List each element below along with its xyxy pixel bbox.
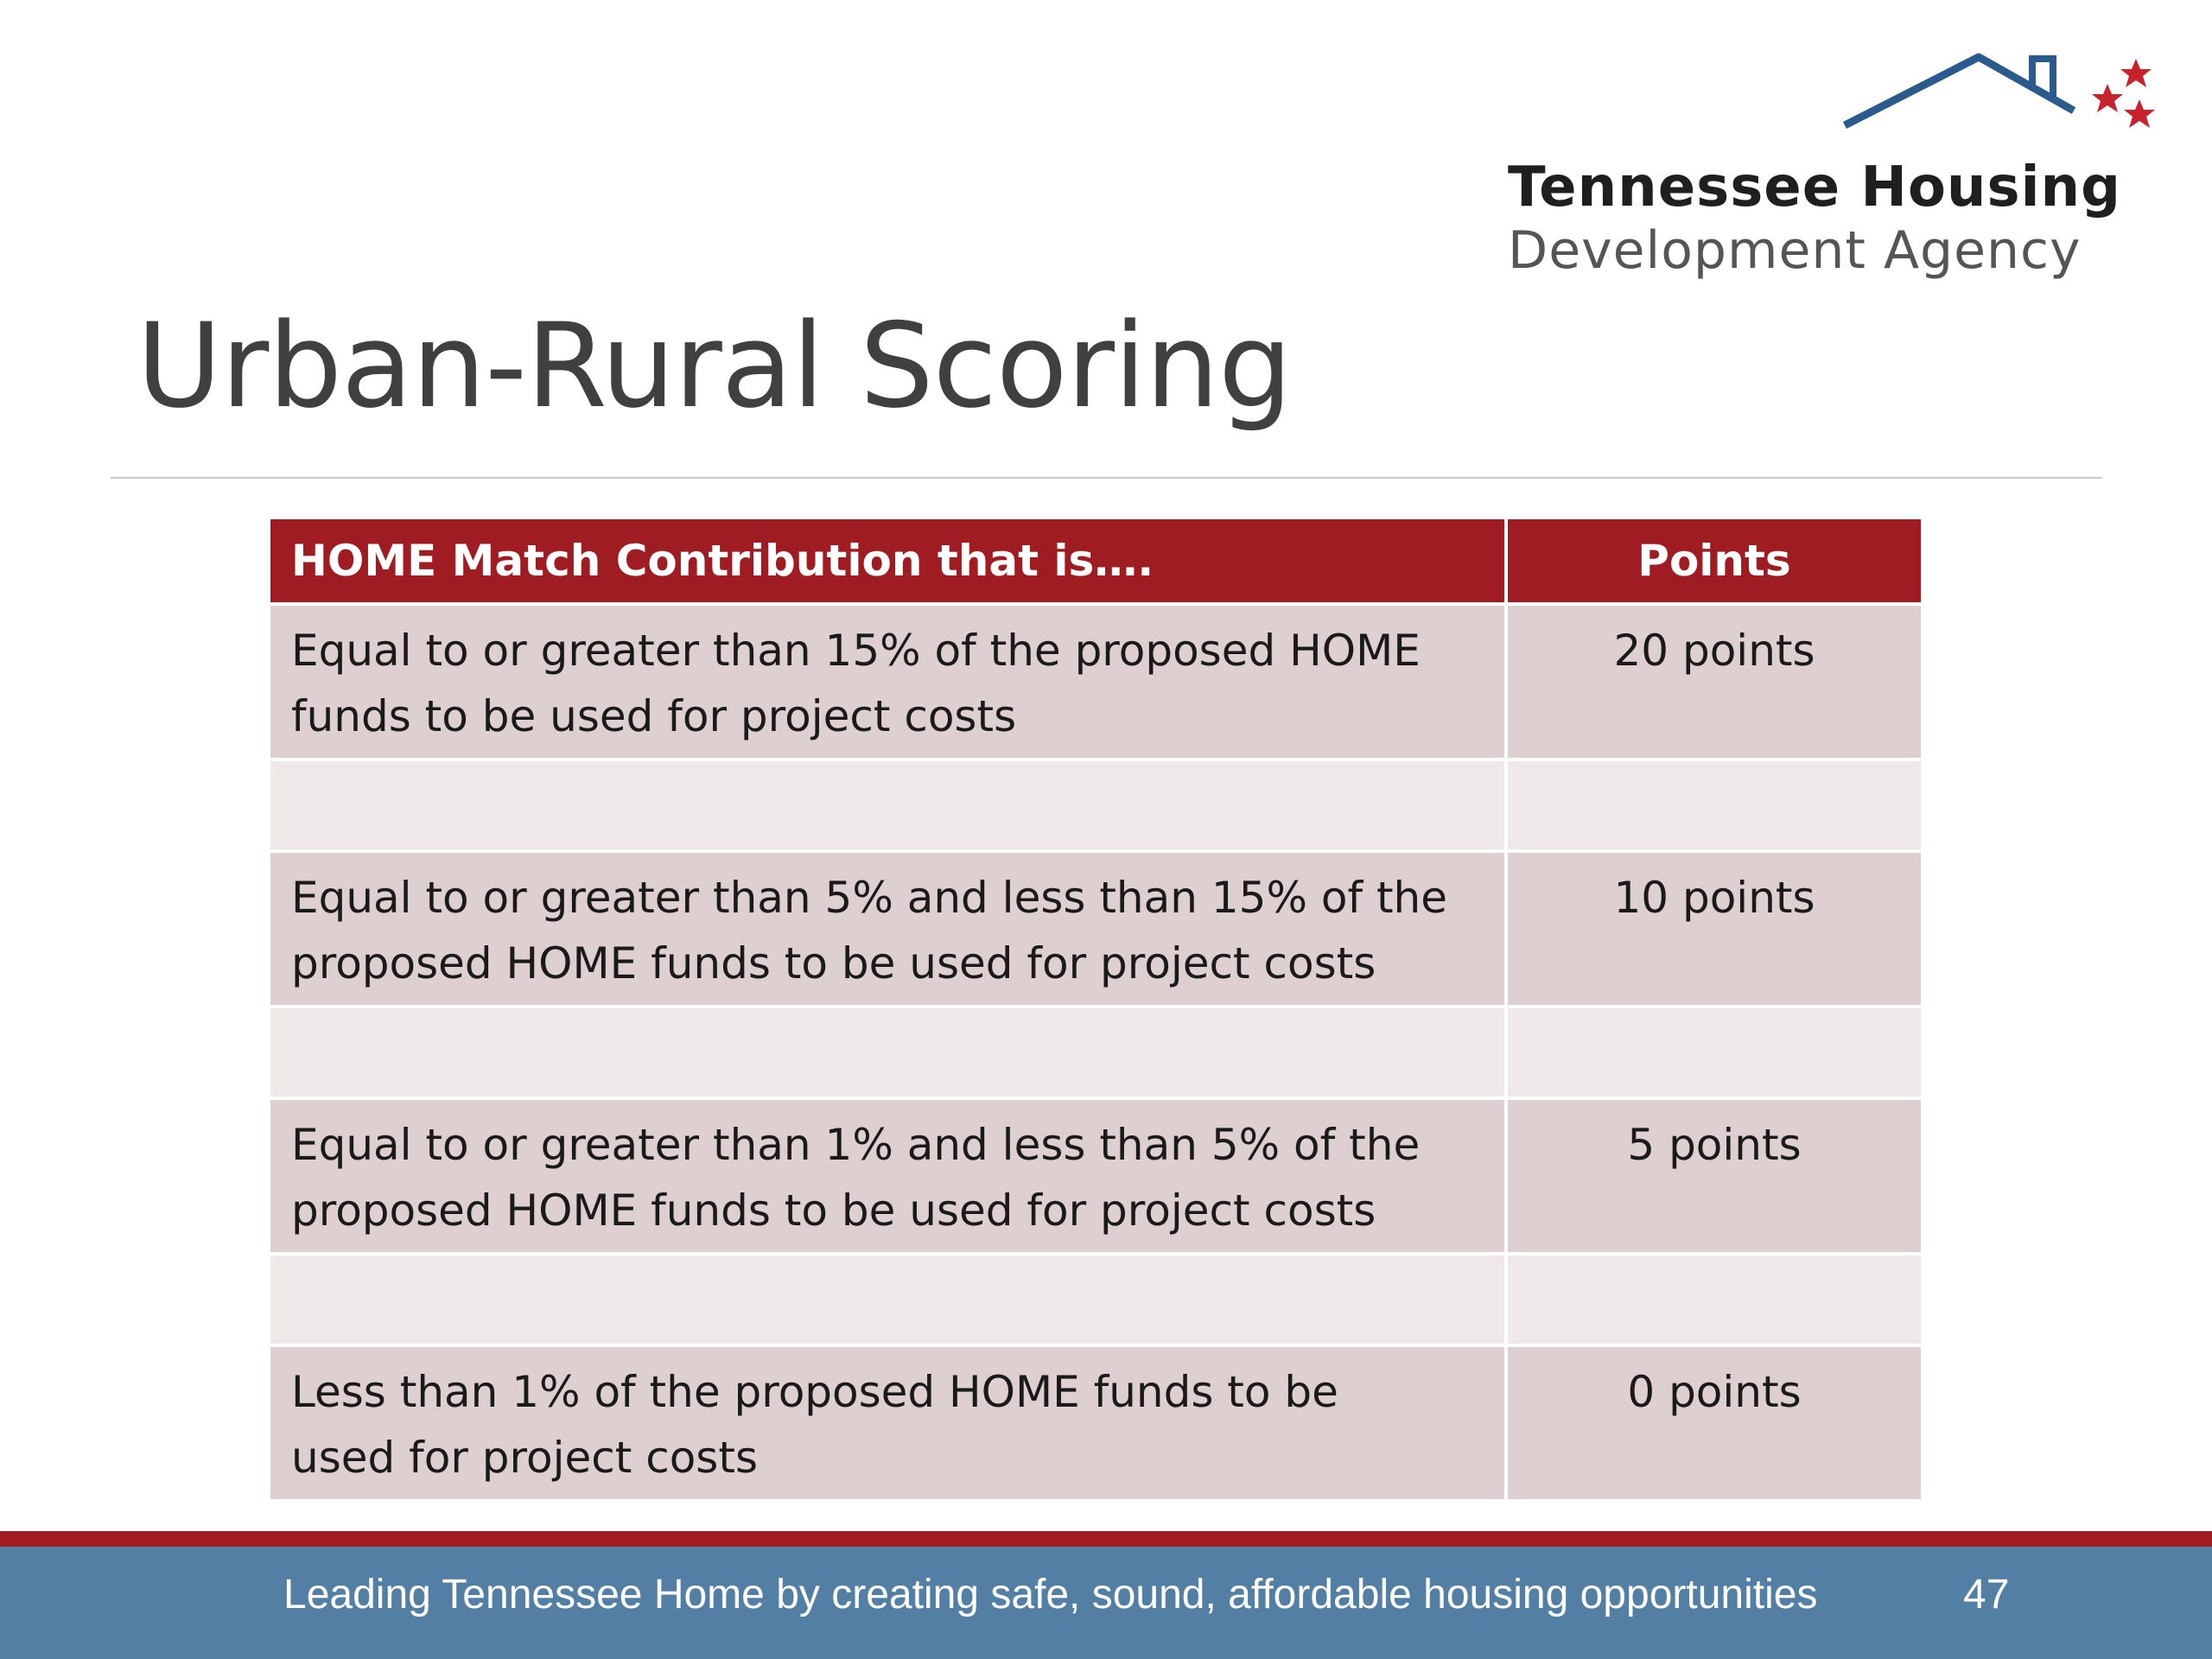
contribution-line: proposed HOME funds to be used for proje… xyxy=(291,1185,1376,1236)
table-row: Equal to or greater than 1% and less tha… xyxy=(270,1100,1921,1252)
logo-name-line2: Development Agency xyxy=(1508,220,2082,281)
table-spacer-row xyxy=(270,1008,1921,1096)
scoring-table: HOME Match Contribution that is…. Points… xyxy=(267,516,1924,1503)
footer-bar xyxy=(0,1547,2212,1659)
contribution-cell: Equal to or greater than 15% of the prop… xyxy=(270,606,1504,758)
points-cell: 20 points xyxy=(1508,606,1921,758)
footer-tagline: Leading Tennessee Home by creating safe,… xyxy=(283,1572,1818,1618)
star-icon xyxy=(2120,59,2152,87)
page-number: 47 xyxy=(1963,1572,2010,1618)
star-icon xyxy=(2092,84,2123,112)
column-header-points: Points xyxy=(1508,519,1921,602)
points-cell: 5 points xyxy=(1508,1100,1921,1252)
table-header-row: HOME Match Contribution that is…. Points xyxy=(270,519,1921,602)
contribution-line: Equal to or greater than 1% and less tha… xyxy=(291,1120,1421,1170)
title-divider xyxy=(111,477,2101,479)
star-icon xyxy=(2124,99,2155,128)
contribution-line: Equal to or greater than 15% of the prop… xyxy=(291,626,1421,676)
house-roof-icon xyxy=(1842,53,2155,130)
slide-title: Urban-Rural Scoring xyxy=(137,298,1293,434)
agency-logo: Tennessee Housing Development Agency xyxy=(1503,43,2160,281)
footer-accent-bar xyxy=(0,1531,2212,1547)
table-spacer-row xyxy=(270,761,1921,849)
column-header-contribution: HOME Match Contribution that is…. xyxy=(270,519,1504,602)
logo-name-line1: Tennessee Housing xyxy=(1508,156,2121,219)
table-row: Less than 1% of the proposed HOME funds … xyxy=(270,1347,1921,1499)
contribution-line: Less than 1% of the proposed HOME funds … xyxy=(291,1367,1338,1417)
contribution-line: proposed HOME funds to be used for proje… xyxy=(291,938,1376,988)
contribution-cell: Equal to or greater than 5% and less tha… xyxy=(270,853,1504,1005)
contribution-line: Equal to or greater than 5% and less tha… xyxy=(291,873,1448,923)
points-cell: 0 points xyxy=(1508,1347,1921,1499)
contribution-cell: Equal to or greater than 1% and less tha… xyxy=(270,1100,1504,1252)
points-cell: 10 points xyxy=(1508,853,1921,1005)
contribution-line: used for project costs xyxy=(291,1433,758,1483)
table-row: Equal to or greater than 5% and less tha… xyxy=(270,853,1921,1005)
table-row: Equal to or greater than 15% of the prop… xyxy=(270,606,1921,758)
contribution-cell: Less than 1% of the proposed HOME funds … xyxy=(270,1347,1504,1499)
contribution-line: funds to be used for project costs xyxy=(291,691,1017,741)
table-spacer-row xyxy=(270,1255,1921,1344)
